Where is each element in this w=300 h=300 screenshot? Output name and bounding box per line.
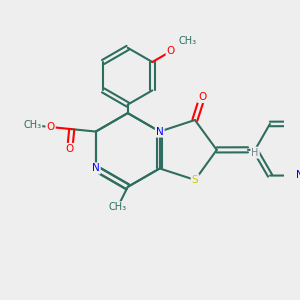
Text: O: O <box>46 122 55 132</box>
Text: CH₃: CH₃ <box>109 202 127 212</box>
Text: CH₃: CH₃ <box>23 120 41 130</box>
Text: O: O <box>198 92 206 102</box>
Text: O: O <box>66 144 74 154</box>
Text: S: S <box>192 175 198 185</box>
Text: N: N <box>156 127 164 136</box>
Text: N: N <box>296 170 300 181</box>
Text: CH₃: CH₃ <box>179 36 197 46</box>
Text: O: O <box>167 46 175 56</box>
Text: H: H <box>251 148 259 158</box>
Text: N: N <box>92 164 100 173</box>
